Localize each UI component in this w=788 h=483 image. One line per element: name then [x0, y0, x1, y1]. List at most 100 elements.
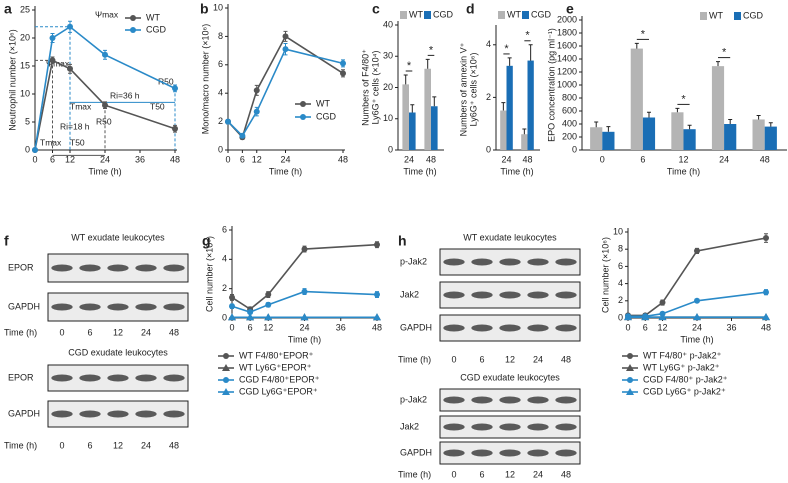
data-point	[301, 288, 308, 295]
blot-band	[107, 374, 129, 382]
legend-label: WT	[316, 98, 330, 108]
x-tick-label: 0	[225, 154, 230, 164]
blot-band	[443, 423, 465, 431]
y-tick-label: 30	[383, 51, 393, 61]
data-point	[694, 297, 700, 304]
y-tick-label: 20	[383, 82, 393, 92]
y-tick-label: 0	[25, 144, 30, 154]
x-tick-label: 12	[657, 322, 667, 332]
y-tick-label: 6	[618, 261, 623, 271]
data-point	[228, 313, 236, 321]
data-point	[246, 313, 255, 321]
blot-band	[499, 423, 521, 431]
data-point	[374, 291, 380, 298]
blot-band	[443, 449, 465, 457]
x-axis-label: Time (h)	[403, 166, 436, 176]
legend-marker	[300, 114, 306, 120]
x-tick-label: 48	[426, 154, 436, 164]
y-tick-label: 4	[218, 88, 223, 98]
bar	[602, 131, 615, 150]
data-point	[301, 246, 308, 253]
data-point	[49, 57, 56, 64]
blot-band	[51, 410, 73, 418]
annotation: R50	[158, 76, 174, 86]
data-point	[253, 108, 260, 115]
data-point	[374, 241, 380, 248]
y-tick-label: 4	[486, 39, 491, 49]
blot-row-label: EPOR	[8, 372, 34, 382]
legend-label: WT	[507, 9, 521, 19]
legend-swatch	[424, 11, 431, 19]
blot-band	[107, 264, 129, 272]
data-point	[659, 299, 666, 306]
legend-label: WT F4/80⁺ p-Jak2⁺	[643, 350, 722, 360]
y-tick-label: 4	[618, 278, 623, 288]
blot-band	[135, 410, 157, 418]
x-tick-label: 36	[726, 322, 736, 332]
blot-band	[443, 291, 465, 299]
blot-band	[443, 396, 465, 404]
y-tick-label: 2	[618, 295, 623, 305]
data-point	[247, 309, 254, 316]
y-tick-label: 800	[562, 92, 577, 102]
legend-swatch	[700, 12, 707, 20]
y-axis-label: Ly6G⁺ cells (×10⁴)	[370, 50, 380, 124]
data-point	[239, 132, 246, 139]
y-tick-label: 4	[222, 254, 227, 264]
y-tick-label: 2	[218, 116, 223, 126]
legend-marker	[222, 364, 230, 371]
blot-time-label: Time (h)	[4, 327, 37, 337]
blot-lane-label: 0	[451, 469, 456, 479]
annotation: Ψmax	[95, 9, 119, 19]
data-point	[102, 102, 108, 109]
error-bar	[606, 126, 611, 132]
x-tick-label: 48	[761, 322, 771, 332]
x-tick-label: 0	[600, 154, 605, 164]
y-tick-label: 0	[572, 144, 577, 154]
annotation: Tmax	[70, 101, 92, 111]
blot-band	[471, 423, 493, 431]
bar	[590, 127, 603, 150]
data-point	[694, 247, 700, 254]
y-tick-label: 1200	[557, 66, 577, 76]
error-bar	[501, 102, 506, 111]
significance: *	[407, 60, 412, 72]
legend-label: WT	[146, 12, 160, 22]
legend-marker	[627, 353, 633, 359]
bar	[671, 112, 684, 150]
blot-title: WT exudate leukocytes	[463, 232, 557, 242]
x-axis-label: Time (h)	[288, 334, 321, 344]
x-tick-label: 36	[336, 322, 346, 332]
data-point	[373, 313, 381, 321]
panel-label: e	[566, 1, 574, 17]
legend-marker	[627, 377, 633, 383]
blot-row-label: p-Jak2	[400, 256, 427, 266]
blot-title: CGD exudate leukocytes	[68, 347, 168, 357]
bar	[500, 110, 507, 150]
blot-band	[51, 303, 73, 311]
data-point	[624, 313, 632, 321]
data-point	[282, 46, 289, 53]
x-tick-label: 6	[643, 322, 648, 332]
data-point	[67, 23, 73, 30]
x-tick-label: 6	[248, 322, 253, 332]
data-point	[763, 289, 769, 296]
blot-lane-label: 24	[141, 327, 151, 337]
annotation: Ri=36 h	[110, 90, 140, 100]
legend-label: CGD	[433, 9, 454, 19]
y-axis-label: EPO concentration (pg ml⁻¹)	[546, 28, 556, 142]
blot-band	[135, 264, 157, 272]
y-tick-label: 10	[213, 2, 223, 12]
blot-band	[51, 374, 73, 382]
blot-lane-label: 48	[561, 469, 571, 479]
blot-row-label: GAPDH	[400, 447, 432, 457]
bar	[506, 65, 513, 150]
bar	[521, 134, 528, 150]
bar	[683, 129, 696, 150]
data-point	[265, 291, 272, 298]
significance: *	[525, 30, 530, 42]
blot-lane-label: 6	[479, 354, 484, 364]
error-bar	[594, 121, 599, 128]
bar	[724, 124, 737, 150]
blot-band	[471, 396, 493, 404]
